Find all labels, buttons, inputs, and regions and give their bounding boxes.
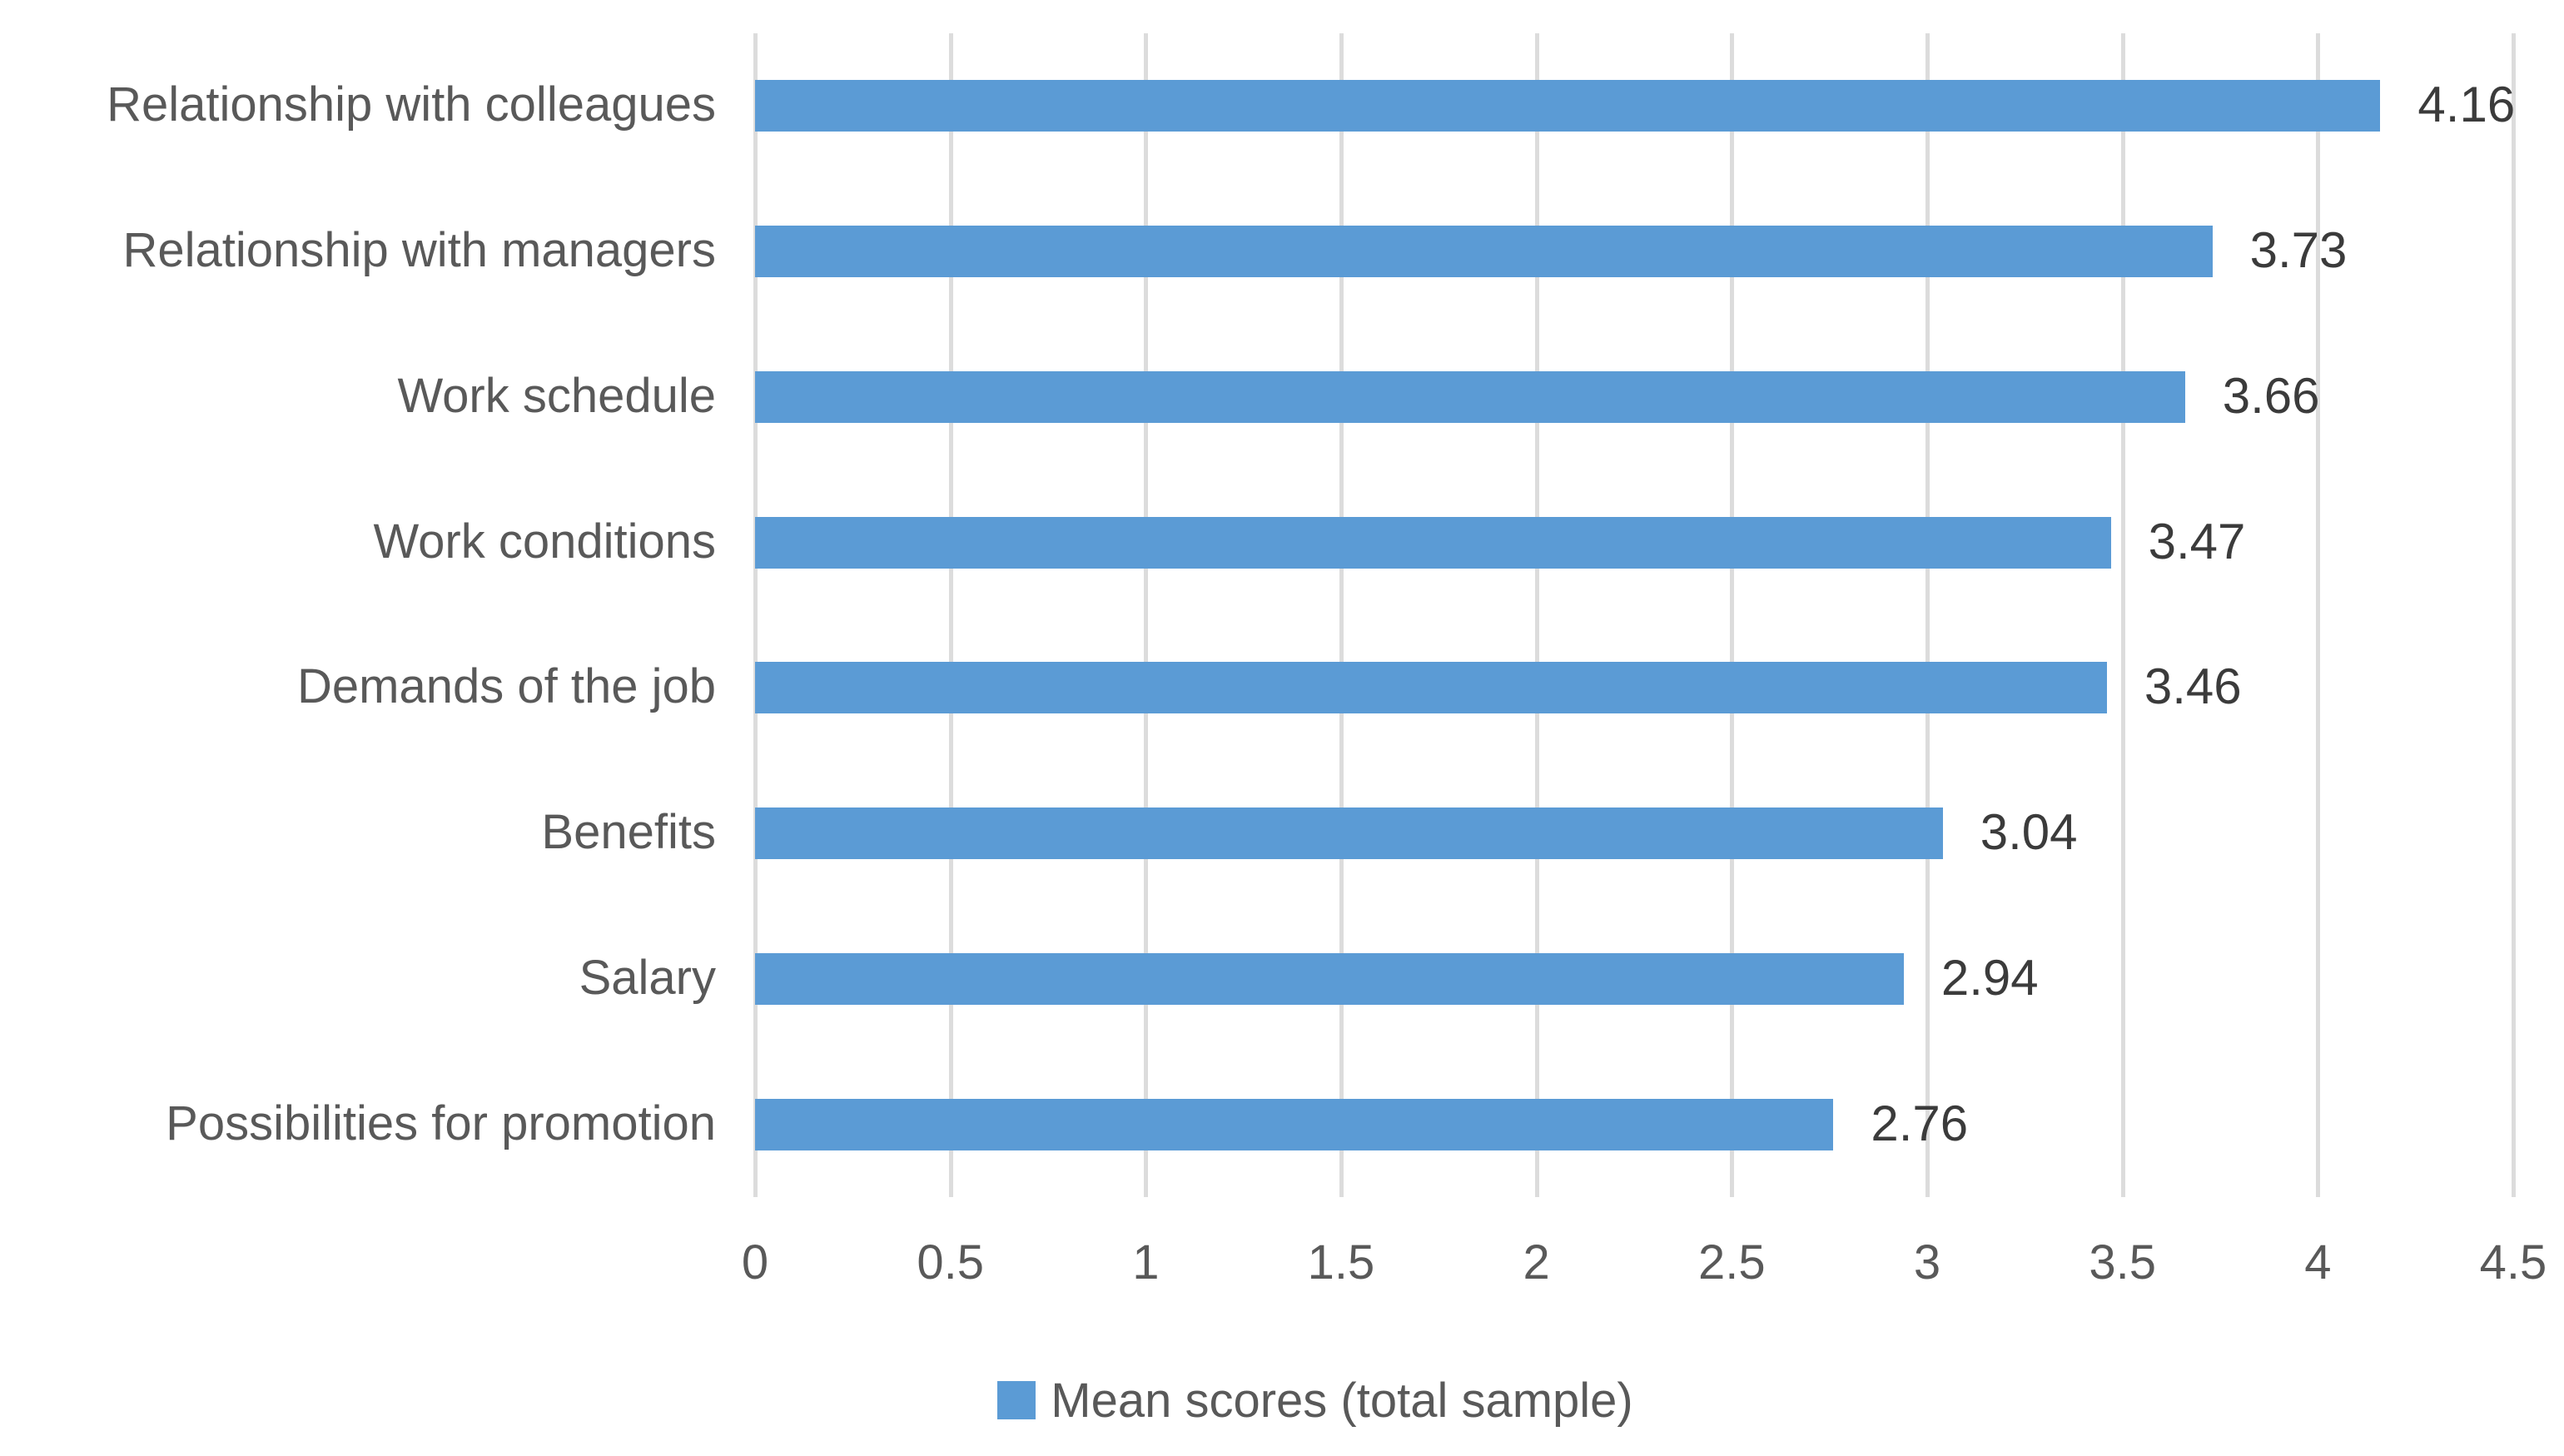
category-label-3: Work conditions [373,514,716,569]
x-tick-label-3.5: 3.5 [2089,1235,2156,1290]
bar-row: 3.46 [755,615,2513,761]
gridline-x-1 [1144,33,1149,1197]
x-tick-label-0: 0 [741,1235,769,1290]
category-label-2: Work schedule [397,368,716,423]
legend-marker-icon [997,1381,1036,1419]
bar-1 [755,226,2213,278]
value-label-4: 3.46 [2144,658,2242,715]
gridline-x-3.5 [2120,33,2125,1197]
category-label-5: Benefits [541,805,716,860]
bar-7 [755,1098,1834,1150]
x-tick-label-2.5: 2.5 [1698,1235,1766,1290]
category-label-1: Relationship with managers [122,223,716,278]
legend: Mean scores (total sample) [33,1367,2564,1434]
gridline-x-2 [1534,33,1539,1197]
value-label-6: 2.94 [1940,949,2039,1006]
bar-0 [755,80,2381,132]
x-tick-label-2: 2 [1523,1235,1550,1290]
legend-label: Mean scores (total sample) [1051,1373,1633,1428]
value-label-7: 2.76 [1871,1095,1969,1151]
x-tick-label-0.5: 0.5 [917,1235,984,1290]
gridline-x-0.5 [948,33,953,1197]
bar-row: 3.47 [755,470,2513,615]
bar-row: 2.94 [755,907,2513,1052]
bar-row: 3.73 [755,179,2513,325]
bar-5 [755,808,1943,860]
bar-row: 3.66 [755,325,2513,470]
bar-3 [755,516,2111,569]
gridline-x-0 [753,33,758,1197]
category-label-4: Demands of the job [297,659,716,714]
x-tick-label-1: 1 [1132,1235,1160,1290]
bar-row: 4.16 [755,33,2516,179]
bar-row: 3.04 [755,761,2513,907]
category-label-0: Relationship with colleagues [107,77,716,132]
value-label-2: 3.66 [2222,367,2320,424]
bar-2 [755,370,2185,423]
gridline-x-4.5 [2512,33,2516,1197]
x-tick-label-4: 4 [2304,1235,2332,1290]
value-label-1: 3.73 [2249,222,2348,279]
category-label-6: Salary [579,950,716,1005]
gridline-x-1.5 [1339,33,1344,1197]
value-label-5: 3.04 [1980,804,2078,861]
bar-4 [755,662,2107,714]
bar-6 [755,952,1904,1005]
x-tick-label-3: 3 [1913,1235,1941,1290]
category-label-7: Possibilities for promotion [166,1096,716,1150]
gridline-x-2.5 [1730,33,1735,1197]
x-tick-label-4.5: 4.5 [2479,1235,2547,1290]
gridline-x-3 [1925,33,1930,1197]
x-tick-label-1.5: 1.5 [1307,1235,1375,1290]
value-label-0: 4.16 [2417,77,2516,133]
plot-area: 4.16 3.73 3.66 3.47 3.46 3.04 2.94 2.76 [753,33,2516,1197]
value-label-3: 3.47 [2148,513,2246,569]
gridline-x-4 [2316,33,2321,1197]
bar-row: 2.76 [755,1051,2513,1197]
